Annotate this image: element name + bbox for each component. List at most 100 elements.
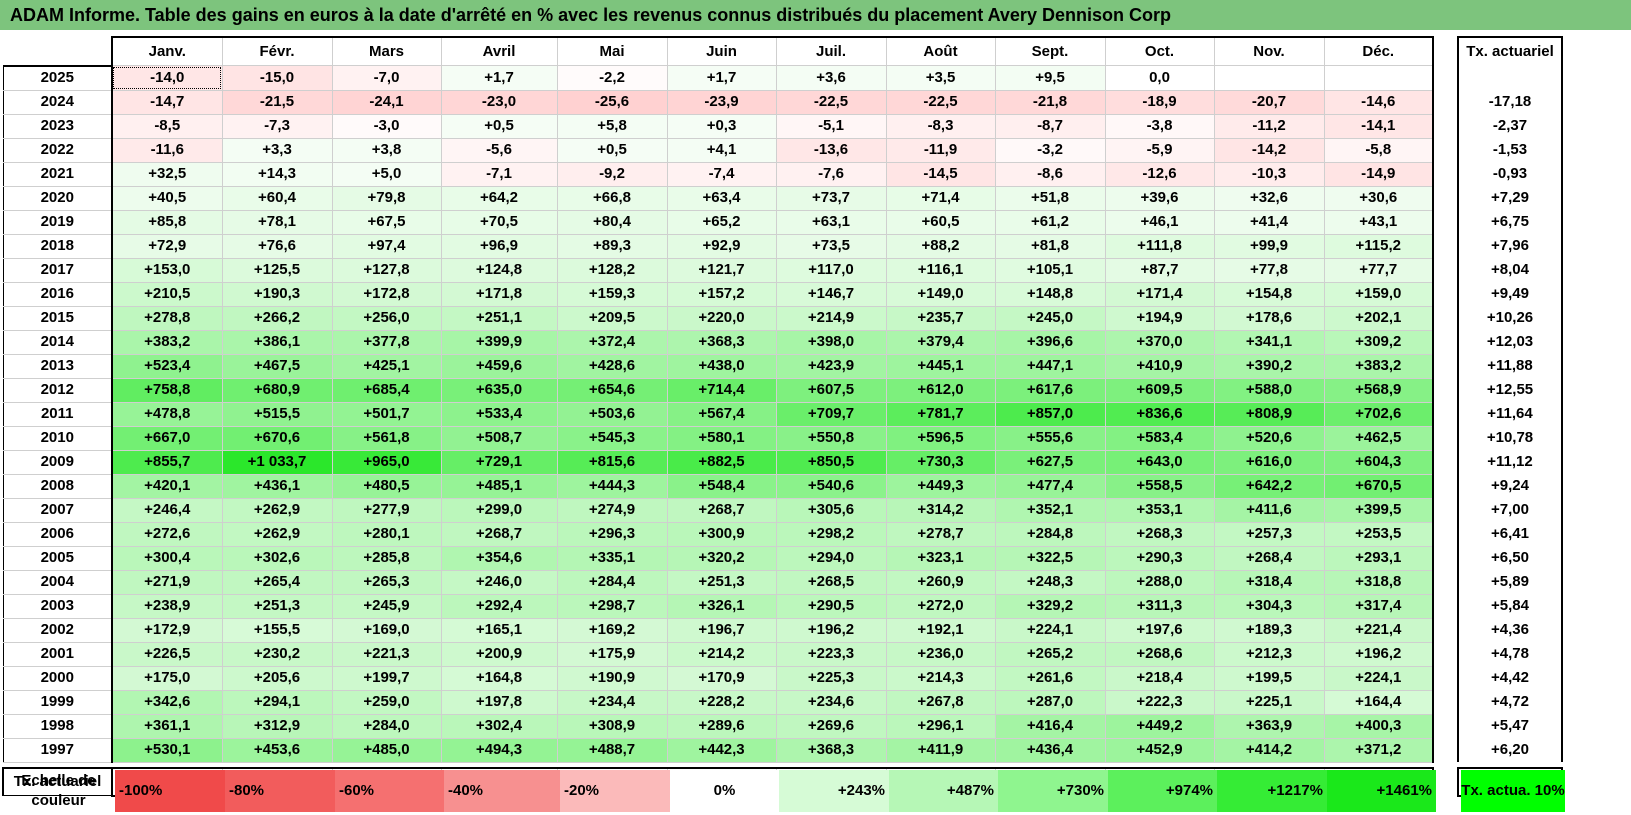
value-cell[interactable]: +635,0 [440,377,558,403]
value-cell[interactable]: +265,3 [331,569,442,595]
value-cell[interactable]: +836,6 [1104,401,1215,427]
value-cell[interactable]: -21,5 [221,89,333,115]
value-cell[interactable]: +335,1 [556,545,668,571]
value-cell[interactable]: +296,3 [556,521,668,547]
value-cell[interactable]: +284,8 [994,521,1106,547]
value-cell[interactable]: +588,0 [1213,377,1325,403]
value-cell[interactable]: +436,1 [221,473,333,499]
value-cell[interactable]: +76,6 [221,233,333,259]
value-cell[interactable]: -8,7 [994,113,1106,139]
value-cell[interactable]: +520,6 [1213,425,1325,451]
value-cell[interactable]: +294,0 [775,545,887,571]
value-cell[interactable]: +3,8 [331,137,442,163]
value-cell[interactable]: +289,6 [666,713,777,739]
value-cell[interactable]: -7,4 [666,161,777,187]
value-cell[interactable]: +438,0 [666,353,777,379]
value-cell[interactable]: +730,3 [885,449,996,475]
value-cell[interactable]: +568,9 [1323,377,1434,403]
value-cell[interactable]: +317,4 [1323,593,1434,619]
value-cell[interactable]: +269,6 [775,713,887,739]
value-cell[interactable]: +89,3 [556,233,668,259]
value-cell[interactable]: +363,9 [1213,713,1325,739]
value-cell[interactable]: +477,4 [994,473,1106,499]
value-cell[interactable]: -25,6 [556,89,668,115]
value-cell[interactable]: +312,9 [221,713,333,739]
value-cell[interactable]: +99,9 [1213,233,1325,259]
value-cell[interactable]: +39,6 [1104,185,1215,211]
value-cell[interactable]: +377,8 [331,329,442,355]
value-cell[interactable]: +234,6 [775,689,887,715]
value-cell[interactable]: +612,0 [885,377,996,403]
value-cell[interactable]: 0,0 [1104,65,1215,91]
value-cell[interactable]: +444,3 [556,473,668,499]
value-cell[interactable]: +266,2 [221,305,333,331]
value-cell[interactable]: +171,4 [1104,281,1215,307]
value-cell[interactable]: -14,6 [1323,89,1434,115]
value-cell[interactable]: -14,9 [1323,161,1434,187]
value-cell[interactable]: +580,1 [666,425,777,451]
value-cell[interactable]: +288,0 [1104,569,1215,595]
value-cell[interactable]: +272,6 [111,521,223,547]
value-cell[interactable]: +309,2 [1323,329,1434,355]
value-cell[interactable]: +73,7 [775,185,887,211]
value-cell[interactable]: +265,4 [221,569,333,595]
value-cell[interactable]: -22,5 [885,89,996,115]
value-cell[interactable]: +46,1 [1104,209,1215,235]
value-cell[interactable]: +171,8 [440,281,558,307]
value-cell[interactable]: +262,9 [221,497,333,523]
value-cell[interactable]: +128,2 [556,257,668,283]
value-cell[interactable]: +616,0 [1213,449,1325,475]
value-cell[interactable]: +121,7 [666,257,777,283]
value-cell[interactable]: +540,6 [775,473,887,499]
value-cell[interactable]: +278,8 [111,305,223,331]
value-cell[interactable]: +199,7 [331,665,442,691]
value-cell[interactable]: +256,0 [331,305,442,331]
value-cell[interactable]: +197,8 [440,689,558,715]
value-cell[interactable]: +857,0 [994,401,1106,427]
value-cell[interactable]: -7,0 [331,65,442,91]
value-cell[interactable]: +379,4 [885,329,996,355]
value-cell[interactable]: -5,6 [440,137,558,163]
value-cell[interactable]: +32,5 [111,161,223,187]
value-cell[interactable]: +667,0 [111,425,223,451]
value-cell[interactable]: +221,4 [1323,617,1434,643]
value-cell[interactable]: +729,1 [440,449,558,475]
value-cell[interactable]: +503,6 [556,401,668,427]
value-cell[interactable]: +245,0 [994,305,1106,331]
value-cell[interactable]: +196,7 [666,617,777,643]
value-cell[interactable]: -20,7 [1213,89,1325,115]
value-cell[interactable]: -22,5 [775,89,887,115]
value-cell[interactable]: +87,7 [1104,257,1215,283]
value-cell[interactable]: +209,5 [556,305,668,331]
value-cell[interactable]: +305,6 [775,497,887,523]
value-cell[interactable]: +172,9 [111,617,223,643]
value-cell[interactable]: -14,5 [885,161,996,187]
value-cell[interactable]: +189,3 [1213,617,1325,643]
value-cell[interactable]: +5,8 [556,113,668,139]
value-cell[interactable]: +169,2 [556,617,668,643]
value-cell[interactable]: +368,3 [775,737,887,763]
value-cell[interactable]: +298,7 [556,593,668,619]
value-cell[interactable]: -23,9 [666,89,777,115]
value-cell[interactable]: +159,0 [1323,281,1434,307]
value-cell[interactable]: +530,1 [111,737,223,763]
value-cell[interactable]: +449,2 [1104,713,1215,739]
value-cell[interactable]: -2,2 [556,65,668,91]
value-cell[interactable]: +680,9 [221,377,333,403]
value-cell[interactable]: +523,4 [111,353,223,379]
value-cell[interactable]: +485,1 [440,473,558,499]
value-cell[interactable]: +342,6 [111,689,223,715]
value-cell[interactable]: +214,2 [666,641,777,667]
value-cell[interactable]: +459,6 [440,353,558,379]
value-cell[interactable]: -14,0 [111,65,223,91]
value-cell[interactable]: +248,3 [994,569,1106,595]
value-cell[interactable]: +399,5 [1323,497,1434,523]
value-cell[interactable]: -8,3 [885,113,996,139]
value-cell[interactable]: +236,0 [885,641,996,667]
value-cell[interactable]: +262,9 [221,521,333,547]
value-cell[interactable]: +70,5 [440,209,558,235]
value-cell[interactable]: -7,3 [221,113,333,139]
value-cell[interactable]: +855,7 [111,449,223,475]
value-cell[interactable]: -5,8 [1323,137,1434,163]
value-cell[interactable]: +425,1 [331,353,442,379]
